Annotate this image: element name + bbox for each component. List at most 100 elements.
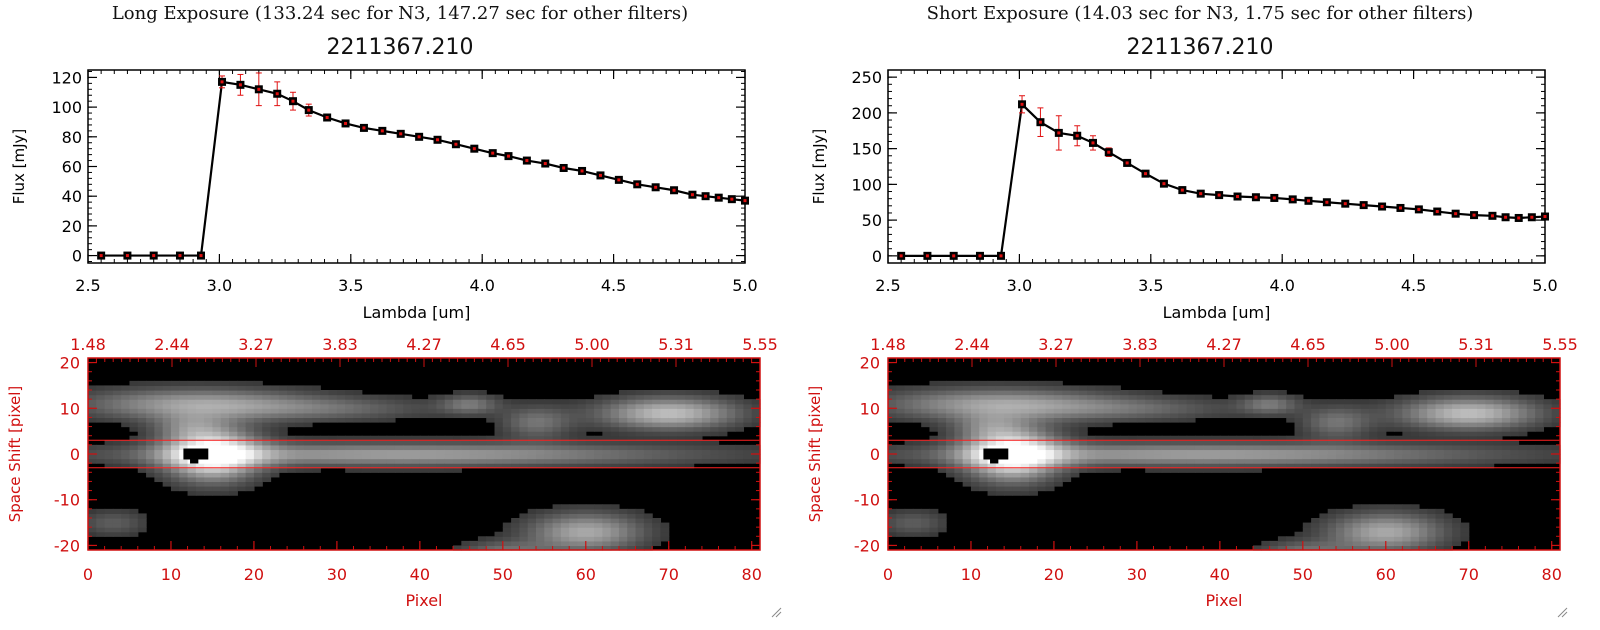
heatmap-cell: [929, 426, 939, 432]
heatmap-cell: [660, 522, 670, 528]
heatmap-cell: [954, 440, 964, 446]
heatmap-cell: [1460, 422, 1470, 428]
heatmap-cell: [1302, 426, 1312, 432]
heatmap-cell: [1311, 463, 1321, 469]
data-point-center: [952, 254, 956, 258]
heatmap-cell: [1029, 422, 1038, 428]
heatmap-cell: [1344, 431, 1354, 437]
heatmap-cell: [1427, 513, 1437, 519]
heatmap-cell: [270, 435, 280, 441]
heatmap-cell: [1418, 394, 1428, 400]
heatmap-cell: [469, 449, 479, 455]
heatmap-cell: [1551, 449, 1561, 455]
heatmap-cell: [1012, 431, 1022, 437]
heatmap-cell: [904, 518, 914, 524]
resize-grip-icon[interactable]: [770, 606, 782, 618]
heatmap-cell: [253, 435, 263, 441]
heatmap-cell: [187, 435, 197, 441]
top-axis-label: 1.48: [870, 335, 906, 354]
heatmap-cell: [1377, 536, 1387, 542]
heatmap-cell: [295, 408, 305, 414]
heatmap-cell: [154, 458, 164, 464]
heatmap-cell: [146, 444, 155, 451]
heatmap-cell: [888, 513, 897, 519]
heatmap-cell: [303, 399, 313, 405]
heatmap-cell: [904, 454, 914, 460]
heatmap-cell: [660, 431, 670, 437]
heatmap-cell: [735, 454, 745, 460]
heatmap-cell: [987, 486, 997, 492]
heatmap-cell: [1170, 458, 1179, 464]
heatmap-cell: [1369, 417, 1379, 423]
heatmap-cell: [552, 531, 562, 537]
heatmap-cell: [1443, 417, 1453, 423]
heatmap-cell: [179, 417, 189, 423]
heatmap-cell: [1352, 431, 1362, 437]
heatmap-cell: [295, 422, 305, 428]
heatmap-cell: [195, 490, 205, 496]
heatmap-cell: [237, 463, 247, 469]
heatmap-cell: [1037, 408, 1047, 414]
heatmap-cell: [1510, 394, 1520, 400]
heatmap-cell: [121, 463, 131, 469]
heatmap-cell: [519, 522, 529, 528]
heatmap-cell: [1402, 513, 1412, 519]
heatmap-cell: [1020, 490, 1030, 496]
heatmap-cell: [1427, 390, 1437, 396]
heatmap-cell: [220, 481, 230, 487]
heatmap-cell: [1501, 458, 1511, 464]
heatmap-cell: [245, 481, 255, 487]
heatmap-cell: [718, 431, 728, 437]
heatmap-cell: [1286, 399, 1296, 405]
heatmap-cell: [1377, 527, 1387, 533]
heatmap-cell: [403, 403, 413, 409]
heatmap-cell: [912, 417, 922, 423]
heatmap-cell: [502, 536, 512, 542]
heatmap-cell: [1510, 417, 1520, 423]
heatmap-cell: [146, 380, 155, 387]
heatmap-cell: [1078, 394, 1088, 400]
heatmap-cell: [394, 463, 404, 469]
heatmap-cell: [1535, 408, 1545, 414]
heatmap-cell: [336, 417, 346, 423]
heatmap-cell: [610, 403, 620, 409]
heatmap-cell: [1418, 522, 1428, 528]
resize-grip-icon[interactable]: [1556, 606, 1568, 618]
heatmap-cell: [1369, 431, 1379, 437]
heatmap-cell: [146, 454, 155, 460]
heatmap-cell: [1551, 403, 1561, 409]
top-axis-label: 5.55: [742, 335, 778, 354]
heatmap-cell: [677, 440, 686, 446]
heatmap-cell: [386, 394, 396, 400]
data-point-center: [1417, 207, 1421, 211]
heatmap-cell: [1228, 412, 1238, 419]
heatmap-cell: [1261, 545, 1271, 551]
heatmap-cell: [610, 412, 620, 419]
heatmap-cell: [677, 394, 686, 400]
heatmap-cell: [187, 431, 197, 437]
heatmap-cell: [1377, 449, 1387, 455]
heatmap-cell: [1186, 454, 1196, 460]
heatmap-cell: [187, 422, 197, 428]
heatmap-cell: [552, 399, 562, 405]
heatmap-cell: [544, 426, 554, 432]
heatmap-cell: [937, 449, 947, 455]
heatmap-cell: [345, 449, 355, 455]
heatmap-cell: [1501, 408, 1511, 414]
heatmap-cell: [536, 449, 545, 455]
heatmap-cell: [1311, 527, 1321, 533]
heatmap-cell: [921, 394, 931, 400]
heatmap-cell: [1427, 403, 1437, 409]
heatmap-cell: [979, 476, 989, 483]
heatmap-cell: [436, 408, 446, 414]
heatmap-cell: [896, 408, 906, 414]
heatmap-cell: [1526, 408, 1536, 414]
heatmap-cell: [1153, 435, 1163, 441]
heatmap-cell: [312, 399, 321, 405]
heatmap-cell: [552, 435, 562, 441]
heatmap-cell: [1045, 472, 1055, 478]
heatmap-cell: [627, 463, 637, 469]
heatmap-cell: [1053, 463, 1063, 469]
heatmap-cell: [912, 449, 922, 455]
heatmap-cell: [1443, 426, 1453, 432]
